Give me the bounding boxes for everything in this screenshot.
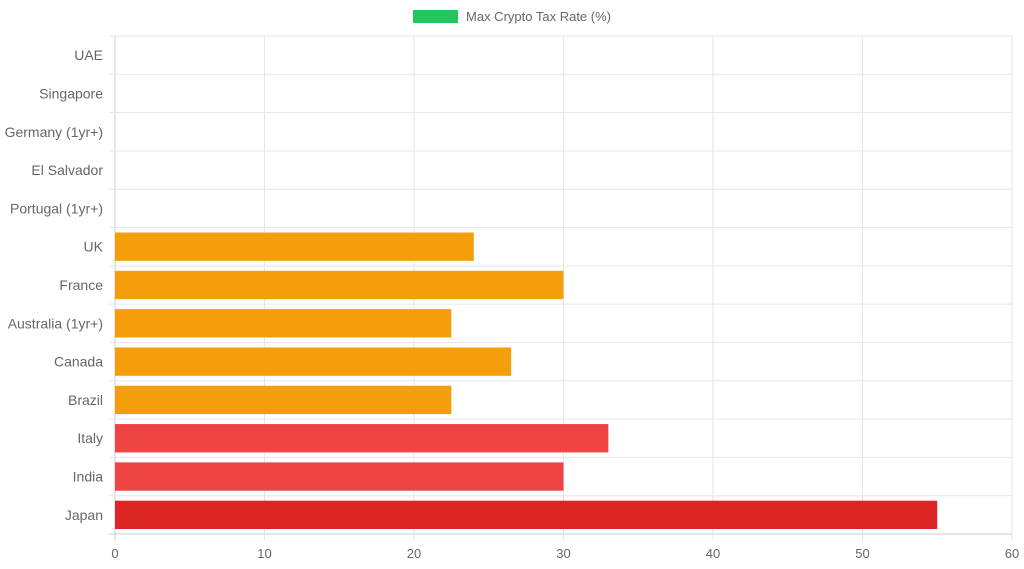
y-tick-label: Canada [54, 354, 103, 370]
legend-label: Max Crypto Tax Rate (%) [466, 9, 611, 24]
y-tick-label: UK [84, 239, 104, 255]
y-tick-label: Portugal (1yr+) [10, 200, 103, 216]
chart-legend: Max Crypto Tax Rate (%) [0, 9, 1024, 24]
x-tick-label: 10 [257, 546, 271, 561]
y-tick-label: France [59, 277, 103, 293]
bars [115, 232, 938, 530]
x-tick-label: 20 [407, 546, 421, 561]
x-tick-label: 40 [706, 546, 720, 561]
bar[interactable] [115, 424, 609, 453]
y-tick-label: UAE [74, 47, 103, 63]
bar[interactable] [115, 347, 512, 376]
x-tick-label: 0 [111, 546, 118, 561]
y-axis-labels: UAE Singapore Germany (1yr+) El Salvador Por… [5, 47, 104, 523]
y-tick-label: Japan [65, 507, 103, 523]
y-tick-label: Singapore [39, 85, 103, 101]
y-tick-label: Germany (1yr+) [5, 124, 103, 140]
x-tick-label: 50 [855, 546, 869, 561]
bar[interactable] [115, 270, 564, 300]
bar[interactable] [115, 232, 474, 261]
y-tick-label: El Salvador [31, 162, 103, 178]
y-tick-label: India [73, 469, 104, 485]
x-axis-labels: 0 10 20 30 40 50 60 [111, 546, 1019, 561]
bar[interactable] [115, 385, 452, 415]
grid-lines [109, 35, 1013, 540]
bar[interactable] [115, 462, 564, 491]
x-tick-label: 30 [556, 546, 570, 561]
bar[interactable] [115, 309, 452, 338]
y-tick-label: Italy [77, 430, 103, 446]
y-tick-label: Brazil [68, 392, 103, 408]
x-tick-label: 60 [1005, 546, 1019, 561]
legend-swatch[interactable] [413, 10, 459, 23]
bar[interactable] [115, 500, 938, 530]
y-tick-label: Australia (1yr+) [8, 315, 103, 331]
